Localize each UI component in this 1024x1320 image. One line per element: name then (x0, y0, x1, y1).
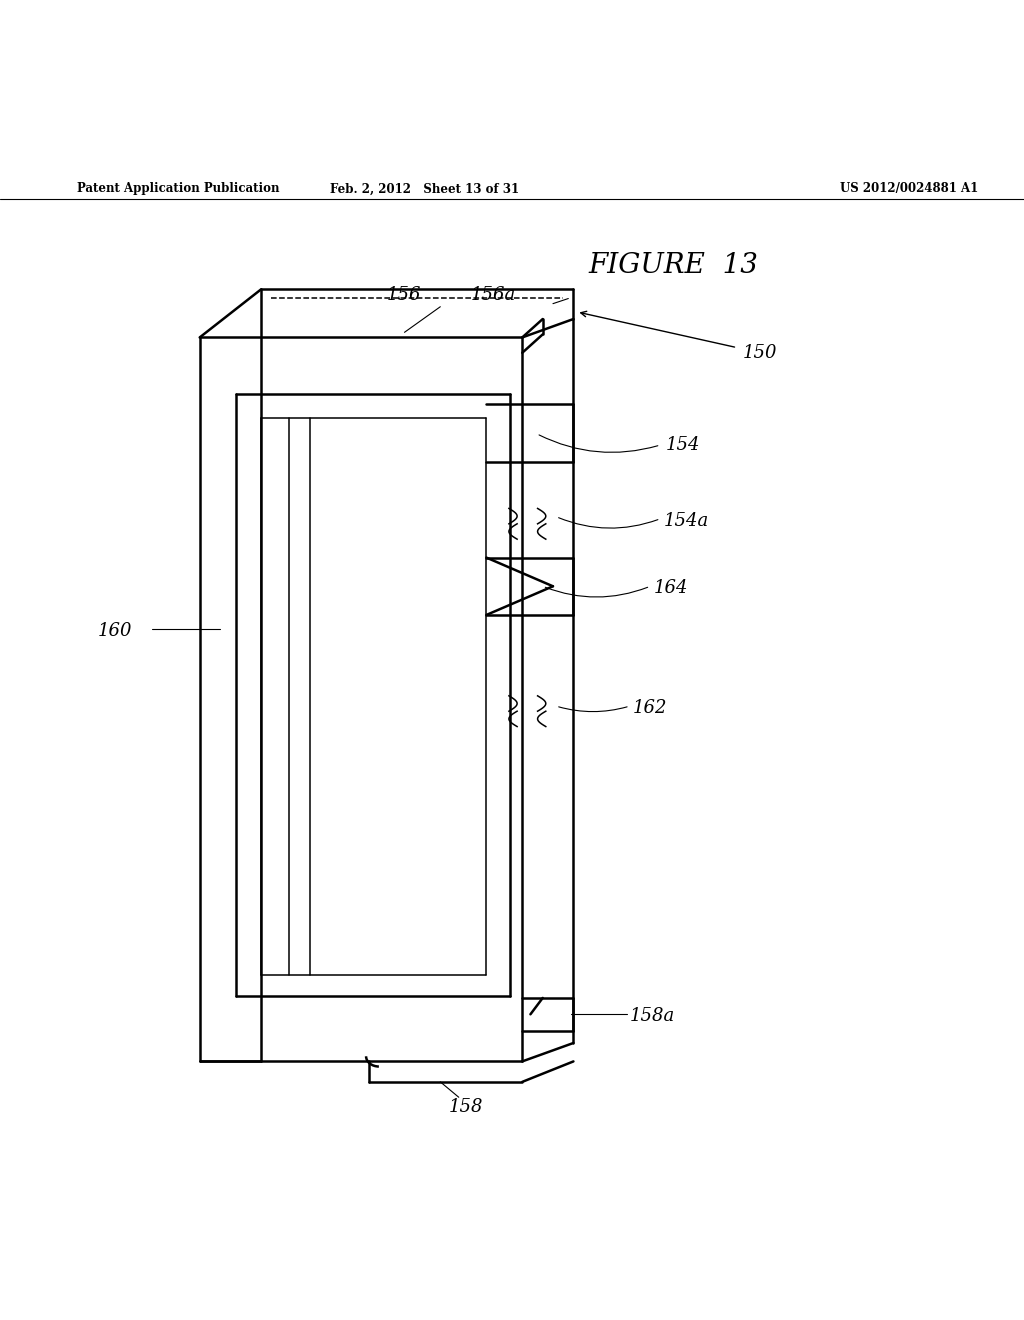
Text: 154a: 154a (664, 512, 709, 529)
Text: 150: 150 (742, 343, 777, 362)
Text: 164: 164 (653, 579, 688, 598)
Text: 154: 154 (666, 436, 700, 454)
Text: FIGURE  13: FIGURE 13 (589, 252, 759, 280)
Text: US 2012/0024881 A1: US 2012/0024881 A1 (840, 182, 978, 195)
Text: 158: 158 (449, 1098, 483, 1117)
Text: Patent Application Publication: Patent Application Publication (77, 182, 280, 195)
Text: 156: 156 (387, 286, 422, 305)
Text: 160: 160 (97, 622, 132, 640)
Text: 156a: 156a (471, 286, 516, 305)
Text: 158a: 158a (630, 1007, 675, 1026)
Text: Feb. 2, 2012   Sheet 13 of 31: Feb. 2, 2012 Sheet 13 of 31 (331, 182, 519, 195)
Text: 162: 162 (633, 700, 668, 717)
